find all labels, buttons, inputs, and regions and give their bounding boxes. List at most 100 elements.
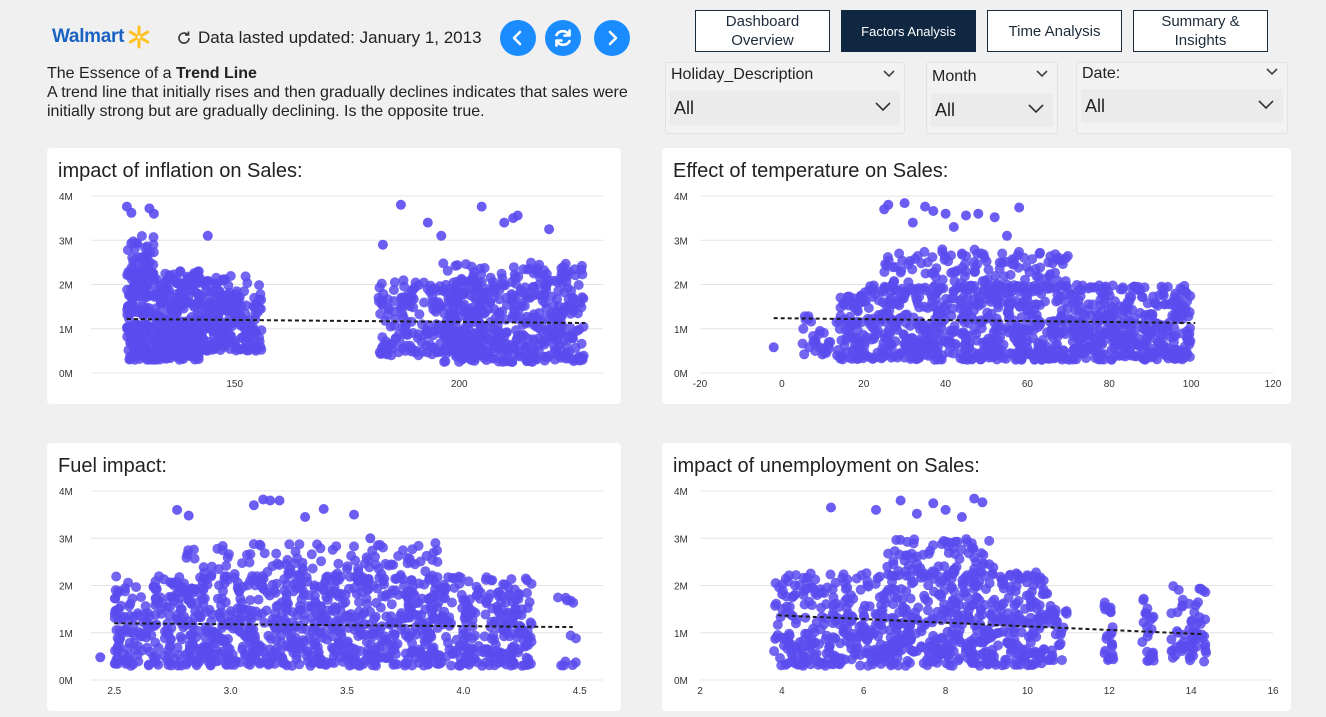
scatter-point: [201, 316, 212, 327]
scatter-point: [940, 504, 951, 515]
scatter-point: [497, 273, 508, 284]
chart-title: Fuel impact:: [58, 455, 167, 477]
y-tick-label: 4M: [674, 487, 688, 498]
slicer-month: Month All: [926, 62, 1058, 134]
y-tick-label: 3M: [674, 236, 688, 247]
scatter-point: [151, 584, 162, 595]
scatter-point: [467, 633, 478, 644]
scatter-point: [242, 604, 253, 615]
scatter-point: [899, 287, 909, 297]
scatter-point: [810, 335, 821, 345]
nav-dashboard-overview[interactable]: Dashboard Overview: [695, 10, 830, 52]
scatter-point: [202, 230, 213, 241]
scatter-point: [296, 641, 306, 651]
scatter-point: [244, 557, 255, 568]
scatter-point: [245, 595, 256, 606]
y-tick-label: 3M: [59, 236, 73, 247]
chevron-down-icon[interactable]: [1035, 69, 1049, 79]
scatter-point: [312, 649, 323, 660]
scatter-point: [365, 533, 376, 544]
month-dropdown[interactable]: All: [931, 93, 1053, 127]
scatter-point: [1189, 607, 1200, 618]
chevron-down-icon: [1028, 104, 1044, 114]
scatter-point: [517, 319, 528, 330]
scatter-point: [987, 568, 998, 579]
scatter-point: [929, 640, 940, 650]
scatter-point: [856, 620, 867, 631]
scatter-point: [164, 610, 175, 621]
scatter-point: [1163, 343, 1174, 354]
holiday-dropdown[interactable]: All: [670, 91, 900, 125]
scatter-point: [1110, 350, 1121, 361]
nav-time-analysis[interactable]: Time Analysis: [987, 10, 1122, 52]
scatter-point: [987, 644, 998, 655]
scatter-point: [552, 320, 563, 330]
nav-factors-analysis[interactable]: Factors Analysis: [841, 10, 976, 52]
scatter-point: [841, 636, 852, 646]
chevron-down-icon[interactable]: [882, 69, 896, 79]
scatter-point: [900, 309, 911, 320]
scatter-point: [455, 335, 466, 346]
scatter-point: [405, 340, 416, 351]
scatter-point: [175, 266, 186, 277]
scatter-point: [364, 562, 375, 573]
scatter-point: [1103, 603, 1114, 614]
scatter-point: [221, 652, 232, 663]
scatter-point: [144, 290, 155, 301]
scatter-point: [242, 278, 253, 289]
scatter-point: [818, 327, 829, 338]
scatter-point: [245, 623, 256, 634]
nav-summary-insights[interactable]: Summary & Insights: [1133, 10, 1268, 52]
scatter-point: [548, 328, 559, 339]
scatter-point: [250, 344, 261, 355]
scatter-point: [1067, 336, 1078, 347]
scatter-point: [509, 659, 520, 670]
scatter-point: [798, 323, 809, 334]
scatter-point: [373, 563, 384, 574]
scatter-point: [530, 290, 540, 300]
forward-button[interactable]: [594, 20, 630, 56]
scatter-point: [1060, 296, 1071, 307]
scatter-point: [463, 352, 473, 363]
scatter-point: [946, 310, 957, 321]
scatter-point: [1060, 276, 1071, 287]
scatter-point: [804, 655, 815, 666]
scatter-point: [165, 577, 176, 588]
scatter-point: [177, 289, 188, 300]
scatter-point: [1009, 573, 1020, 584]
scatter-point: [455, 572, 466, 583]
scatter-point: [1149, 351, 1160, 362]
x-tick-label: 16: [1267, 686, 1279, 697]
scatter-point: [527, 282, 538, 293]
scatter-point: [459, 595, 470, 606]
scatter-point: [128, 256, 139, 267]
scatter-point: [353, 575, 364, 586]
scatter-point: [952, 536, 963, 547]
scatter-point: [1166, 646, 1177, 657]
chevron-down-icon[interactable]: [1265, 67, 1279, 77]
scatter-point: [329, 586, 339, 597]
scatter-point: [833, 657, 844, 668]
scatter-point: [859, 336, 870, 347]
refresh-button[interactable]: [545, 20, 581, 56]
scatter-point: [515, 628, 526, 639]
scatter-point: [399, 660, 410, 671]
scatter-point: [306, 612, 317, 623]
unemployment-chart-card: impact of unemployment on Sales: 0M 1M 2M 3…: [662, 443, 1291, 711]
scatter-point: [370, 551, 380, 562]
scatter-point: [562, 271, 572, 282]
scatter-point: [1142, 655, 1153, 666]
scatter-point: [137, 645, 148, 656]
scatter-point: [1044, 353, 1054, 364]
scatter-point: [904, 657, 915, 668]
scatter-point: [249, 630, 260, 641]
scatter-point: [566, 332, 577, 343]
date-dropdown[interactable]: All: [1081, 89, 1283, 123]
dropdown-value: All: [935, 100, 956, 120]
x-tick-label: 3.5: [340, 686, 354, 697]
back-button[interactable]: [500, 20, 536, 56]
scatter-point: [1045, 605, 1056, 616]
scatter-point: [899, 198, 910, 209]
scatter-point: [201, 305, 212, 316]
scatter-point: [930, 272, 941, 282]
